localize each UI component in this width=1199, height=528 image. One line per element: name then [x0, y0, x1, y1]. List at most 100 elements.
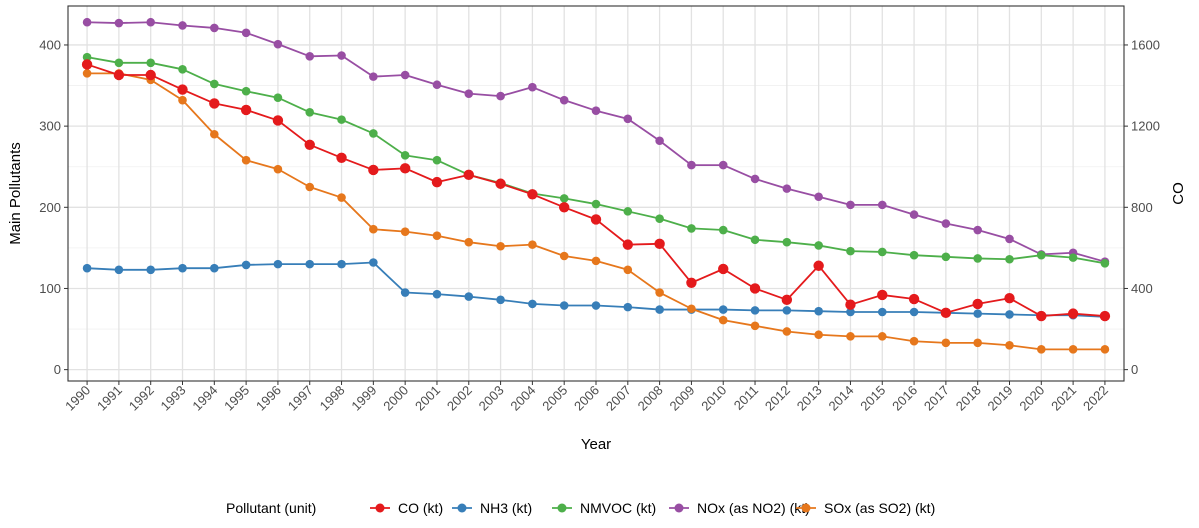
legend: Pollutant (unit) CO (kt) NH3 (kt) NMVOC (k…	[226, 500, 935, 516]
data-point	[1068, 345, 1078, 354]
x-axis-title: Year	[581, 436, 611, 453]
data-point	[1100, 345, 1110, 354]
data-point	[272, 115, 284, 126]
legend-label: NMVOC (kt)	[580, 500, 656, 516]
data-point	[718, 305, 728, 314]
data-point	[210, 23, 219, 33]
data-point	[369, 224, 378, 234]
data-point	[973, 338, 982, 348]
data-point	[654, 238, 665, 250]
data-point	[241, 155, 251, 165]
data-point	[114, 58, 124, 68]
legend-label: CO (kt)	[398, 500, 443, 516]
data-point	[431, 176, 443, 188]
data-point	[877, 247, 887, 257]
y-axis-left-title: Main Pollutants	[7, 142, 24, 245]
data-point	[687, 160, 696, 170]
data-point	[400, 227, 410, 236]
data-point	[590, 214, 602, 225]
data-point	[973, 254, 982, 263]
data-point	[750, 321, 760, 331]
data-point	[591, 199, 601, 209]
data-point	[304, 139, 315, 150]
data-point	[623, 114, 633, 124]
y-left-tick-label: 300	[39, 119, 61, 134]
data-point	[877, 307, 887, 317]
data-point	[941, 219, 951, 228]
data-point	[82, 69, 92, 78]
series-co	[81, 59, 1111, 322]
y-left-tick-label: 100	[39, 281, 61, 296]
data-point	[178, 95, 187, 105]
data-point	[940, 307, 952, 319]
legend-key-point	[801, 503, 811, 513]
y-left-tick-label: 200	[39, 200, 61, 215]
data-point	[941, 252, 951, 262]
data-point	[782, 306, 792, 315]
data-point	[973, 225, 982, 235]
data-point	[877, 289, 888, 301]
legend-key-point	[375, 503, 385, 513]
data-point	[400, 151, 410, 160]
legend-label: SOx (as SO2) (kt)	[824, 500, 935, 516]
data-point	[909, 307, 919, 317]
data-point	[749, 283, 761, 294]
legend-key-point	[557, 503, 567, 513]
legend-label: NH3 (kt)	[480, 500, 532, 516]
data-point	[1068, 253, 1078, 262]
data-point	[845, 299, 856, 310]
data-point	[1037, 250, 1046, 260]
data-point	[909, 250, 919, 260]
data-point	[336, 152, 347, 163]
y-right-tick-label: 1600	[1131, 37, 1160, 52]
data-point	[178, 21, 187, 30]
data-point	[718, 225, 728, 235]
data-point	[178, 65, 187, 74]
data-point	[146, 58, 155, 68]
data-point	[464, 89, 474, 98]
data-point	[877, 200, 887, 210]
data-point	[305, 52, 315, 61]
data-point	[558, 202, 570, 213]
data-point	[814, 330, 823, 340]
data-point	[337, 51, 346, 60]
data-point	[368, 164, 379, 176]
data-point	[210, 79, 219, 89]
data-point	[941, 338, 951, 348]
data-point	[909, 210, 919, 219]
data-point	[495, 178, 506, 189]
data-point	[210, 263, 219, 273]
data-point	[178, 263, 187, 273]
data-point	[369, 72, 378, 81]
y-left-tick-label: 400	[39, 37, 61, 52]
data-point	[559, 301, 569, 310]
y-right-tick-label: 800	[1131, 200, 1153, 215]
data-point	[686, 277, 697, 288]
data-point	[82, 52, 92, 62]
data-point	[846, 307, 855, 317]
data-point	[528, 240, 537, 249]
data-point	[400, 288, 410, 297]
data-point	[1067, 308, 1079, 319]
data-point	[559, 194, 569, 203]
data-point	[655, 288, 664, 297]
data-point	[496, 91, 505, 101]
data-point	[273, 164, 283, 174]
data-point	[1005, 310, 1014, 319]
data-point	[814, 306, 823, 316]
legend-key-point	[674, 503, 684, 513]
data-point	[432, 289, 442, 299]
data-point	[908, 293, 920, 305]
data-point	[400, 70, 410, 80]
data-point	[464, 292, 474, 301]
data-point	[718, 263, 729, 275]
data-point	[877, 332, 887, 341]
data-point	[1005, 340, 1014, 350]
legend-item: SOx (as SO2) (kt)	[796, 500, 935, 516]
data-point	[432, 155, 442, 165]
data-point	[1099, 310, 1111, 322]
data-point	[240, 104, 252, 116]
data-point	[1005, 254, 1014, 264]
data-point	[718, 315, 728, 325]
data-point	[464, 237, 474, 247]
